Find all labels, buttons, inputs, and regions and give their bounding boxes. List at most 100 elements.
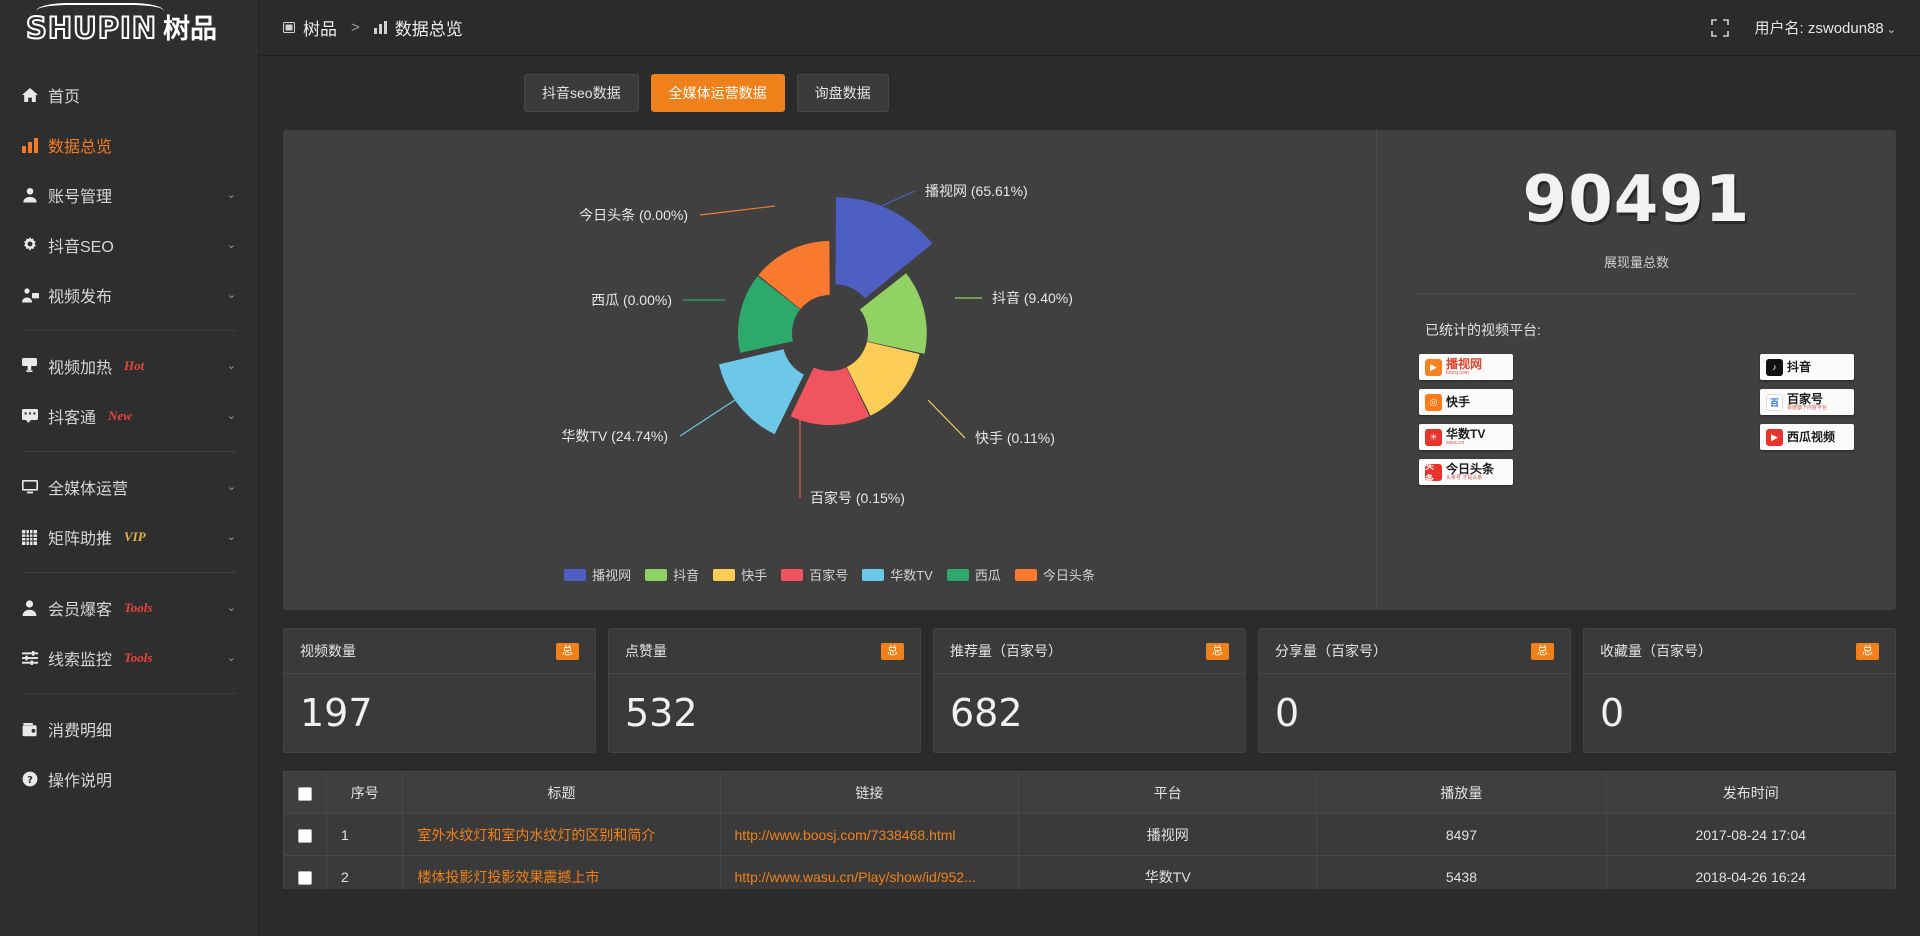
breadcrumb-item-app[interactable]: 树品	[283, 15, 337, 40]
chevron-down-icon[interactable]: ⌄	[226, 188, 236, 201]
platform-badge-text: 今日头条 头条号 才是头条	[1446, 463, 1494, 481]
row-checkbox[interactable]	[298, 870, 312, 885]
table-head: 序号 标题 链接 平台 播放量 发布时间	[283, 771, 1896, 814]
grid-icon	[22, 529, 48, 545]
pie-slice[interactable]	[790, 367, 869, 426]
row-checkbox[interactable]	[298, 828, 312, 843]
sidebar-item-1[interactable]: 首页	[0, 70, 258, 120]
chevron-down-icon[interactable]: ⌄	[226, 359, 236, 372]
platform-logo-icon: ♪	[1766, 358, 1783, 376]
sidebar-item-tag: VIP	[124, 529, 146, 544]
sidebar-item-2[interactable]: 数据总览	[0, 120, 258, 170]
pie-slice[interactable]	[718, 349, 804, 435]
platform-badge-text: 西瓜视频	[1787, 431, 1835, 443]
stat-card-3: 推荐量（百家号） 总 682	[933, 628, 1246, 753]
platform-subtext: 百度旗下内容平台	[1787, 405, 1828, 411]
legend-item[interactable]: 华数TV	[862, 565, 933, 584]
pie-slice[interactable]	[846, 341, 920, 416]
chevron-down-icon[interactable]: ⌄	[226, 530, 236, 543]
stat-card-header: 点赞量 总	[609, 629, 920, 674]
stat-card-badge[interactable]: 总	[881, 642, 904, 660]
pie-slice[interactable]	[737, 276, 800, 353]
sidebar-item-4[interactable]: 抖音SEO ⌄	[0, 220, 258, 270]
user-menu[interactable]: 用户名: zswodun88 ⌄	[1755, 17, 1896, 38]
sidebar-item-9[interactable]: 矩阵助推 VIP ⌄	[0, 512, 258, 562]
pie-slice[interactable]	[859, 273, 927, 354]
pie-slice[interactable]	[834, 197, 932, 299]
chevron-down-icon[interactable]: ⌄	[226, 238, 236, 251]
total-impressions-value: 90491	[1522, 163, 1751, 237]
legend-swatch	[862, 568, 885, 581]
logo[interactable]: SHUPIN 树品	[0, 0, 258, 56]
row-title: 楼体投影灯投影效果震撼上市	[402, 855, 721, 889]
row-url-link[interactable]: http://www.boosj.com/7338468.html	[734, 826, 956, 843]
pie-chart-svg[interactable]: 播视网 (65.61%) 抖音 (9.40%) 快手 (0.11%) 百家号 (0.1…	[380, 148, 1280, 548]
content: 播视网 (65.61%) 抖音 (9.40%) 快手 (0.11%) 百家号 (0.1…	[259, 112, 1920, 889]
tab-3[interactable]: 询盘数据	[796, 74, 889, 112]
legend-item[interactable]: 抖音	[645, 565, 699, 584]
sidebar-item-13[interactable]: ? 操作说明	[0, 754, 258, 804]
platform-name: 百家号	[1787, 392, 1824, 406]
table-header-time: 发布时间	[1605, 771, 1896, 814]
legend-swatch	[713, 568, 736, 581]
row-title-link[interactable]: 楼体投影灯投影效果震撼上市	[417, 868, 600, 885]
legend-item[interactable]: 今日头条	[1014, 565, 1095, 584]
legend-item[interactable]: 百家号	[781, 565, 848, 584]
table-row[interactable]: 1 室外水纹灯和室内水纹灯的区别和简介 http://www.boosj.com/7…	[283, 813, 1896, 856]
sidebar-item-12[interactable]: 消费明细	[0, 704, 258, 754]
pie-slice-label: 抖音 (9.40%)	[992, 290, 1073, 306]
table-header-title: 标题	[402, 771, 721, 814]
breadcrumb-item-page[interactable]: 数据总览	[373, 15, 463, 40]
fullscreen-icon[interactable]	[1710, 18, 1729, 37]
pie-slice-label: 播视网 (65.61%)	[925, 183, 1028, 199]
table-row[interactable]: 2 楼体投影灯投影效果震撼上市 http://www.wasu.cn/Play/sh…	[283, 855, 1896, 889]
stat-card-5: 收藏量（百家号） 总 0	[1583, 628, 1896, 753]
chevron-down-icon[interactable]: ⌄	[226, 409, 236, 422]
legend-item[interactable]: 播视网	[564, 565, 631, 584]
row-link: http://www.wasu.cn/Play/show/id/952...	[719, 855, 1020, 889]
main-area: 树品 > 数据总览 用户名: zswodun88 ⌄	[259, 0, 1920, 936]
tab-1[interactable]: 抖音seo数据	[524, 74, 639, 112]
pie-label-leader	[699, 205, 775, 216]
legend-label: 百家号	[809, 568, 849, 583]
stat-card-header: 收藏量（百家号） 总	[1584, 629, 1895, 674]
select-all-checkbox[interactable]	[298, 786, 312, 801]
sidebar-item-label: 线索监控	[48, 652, 113, 669]
stat-card-title: 推荐量（百家号）	[950, 643, 1062, 659]
sidebar-item-11[interactable]: 线索监控 Tools ⌄	[0, 633, 258, 683]
stat-card-1: 视频数量 总 197	[283, 628, 596, 753]
row-url-link[interactable]: http://www.wasu.cn/Play/show/id/952...	[734, 868, 976, 885]
pie-label-leader	[876, 190, 915, 209]
platform-name: 快手	[1446, 395, 1471, 409]
sidebar-item-label: 首页	[48, 89, 81, 106]
sidebar-item-3[interactable]: 账号管理 ⌄	[0, 170, 258, 220]
row-plays: 5438	[1316, 855, 1607, 889]
wallet-icon	[22, 722, 48, 737]
stat-card-badge[interactable]: 总	[1531, 642, 1554, 660]
row-title-link[interactable]: 室外水纹灯和室内水纹灯的区别和简介	[417, 826, 656, 843]
stat-card-badge[interactable]: 总	[1856, 642, 1879, 660]
sidebar-item-8[interactable]: 全媒体运营 ⌄	[0, 462, 258, 512]
chevron-down-icon[interactable]: ⌄	[226, 288, 236, 301]
tab-2[interactable]: 全媒体运营数据	[650, 74, 785, 112]
sidebar-item-6[interactable]: 视频加热 Hot ⌄	[0, 341, 258, 391]
sidebar-item-7[interactable]: 抖客通 New ⌄	[0, 391, 258, 441]
legend-item[interactable]: 快手	[713, 565, 767, 584]
chevron-down-icon[interactable]: ⌄	[226, 651, 236, 664]
legend-swatch	[946, 568, 969, 581]
chevron-down-icon[interactable]: ⌄	[226, 480, 236, 493]
sidebar-item-5[interactable]: 视频发布 ⌄	[0, 270, 258, 320]
stat-card-badge[interactable]: 总	[556, 642, 579, 660]
stat-card-title: 分享量（百家号）	[1275, 643, 1387, 659]
sidebar-item-10[interactable]: 会员爆客 Tools ⌄	[0, 583, 258, 633]
pie-slice[interactable]	[757, 241, 830, 310]
chevron-down-icon[interactable]: ⌄	[226, 601, 236, 614]
breadcrumb: 树品 > 数据总览	[283, 15, 463, 40]
pie-chart: 播视网 (65.61%) 抖音 (9.40%) 快手 (0.11%) 百家号 (0.1…	[283, 130, 1376, 610]
platform-name: 华数TV	[1446, 427, 1486, 441]
sidebar-divider	[22, 572, 236, 573]
stat-card-badge[interactable]: 总	[1206, 642, 1229, 660]
logo-text-cn: 树品	[163, 13, 218, 44]
home-icon	[22, 87, 48, 103]
legend-item[interactable]: 西瓜	[946, 565, 1001, 584]
